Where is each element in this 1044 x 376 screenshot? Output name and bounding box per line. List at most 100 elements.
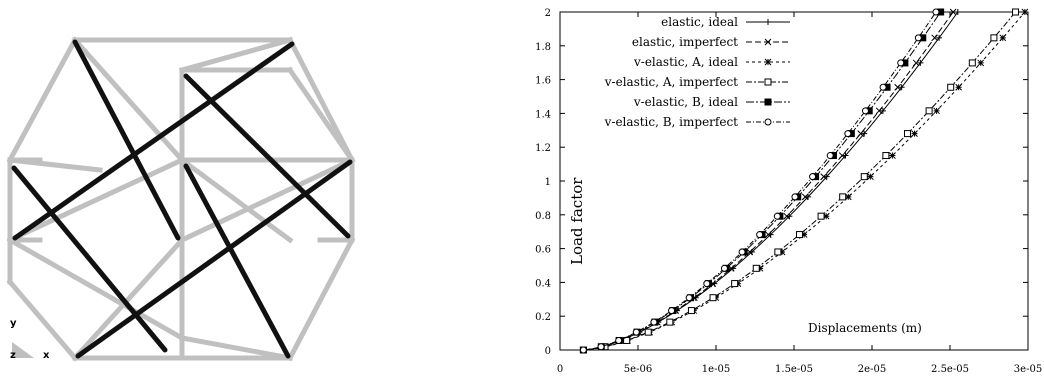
black-member <box>11 165 168 353</box>
y-tick-label: 0.8 <box>535 211 551 222</box>
data-point-marker <box>738 248 746 256</box>
data-point-marker <box>912 59 920 67</box>
y-tick-label: 0 <box>545 346 551 357</box>
data-point-marker <box>668 307 676 315</box>
data-point-marker <box>650 318 658 326</box>
data-point-marker <box>861 107 869 115</box>
black-member <box>183 163 291 359</box>
data-point-marker <box>764 231 772 238</box>
data-point-marker <box>914 34 922 42</box>
data-point-marker <box>839 193 847 201</box>
gray-member <box>178 156 356 244</box>
x-tick-label: 2e-05 <box>858 364 886 375</box>
load-displacement-chart: 0 5e-06 1e-05 1.5e-05 2e-05 2.5e-05 3e-05 0 0.2… <box>535 8 1042 375</box>
gray-member <box>286 236 356 362</box>
gray-member <box>178 36 294 74</box>
data-point-marker <box>1021 8 1029 16</box>
data-point-marker <box>764 98 772 106</box>
data-point-marker <box>947 83 955 91</box>
data-point-marker <box>897 59 905 67</box>
data-point-marker <box>783 212 791 220</box>
x-tick-label: 0 <box>557 364 563 375</box>
data-point-marker <box>968 59 976 67</box>
black-members <box>11 39 353 359</box>
gray-member <box>71 36 186 164</box>
data-point-marker <box>752 264 760 272</box>
data-point-marker <box>844 193 852 201</box>
gray-member <box>6 236 186 342</box>
x-tick-label: 3e-05 <box>1014 364 1042 375</box>
legend-label: v-elastic, A, ideal <box>633 55 738 69</box>
gray-member <box>286 36 356 164</box>
data-point-marker <box>685 294 693 302</box>
y-tick-label: 1.6 <box>535 76 551 87</box>
data-point-marker <box>709 294 717 302</box>
black-member <box>72 39 181 241</box>
y-tick-label: 0.6 <box>535 245 551 256</box>
data-point-marker <box>977 59 985 67</box>
x-axis-title: Displacements (m) <box>808 321 922 335</box>
y-tick-label: 1 <box>545 177 551 188</box>
triad-icon <box>12 342 34 358</box>
y-tick-label: 1.8 <box>535 42 551 53</box>
data-point-marker <box>764 38 772 46</box>
data-point-marker <box>999 34 1007 42</box>
data-point-marker <box>817 212 825 220</box>
gray-member <box>178 156 294 244</box>
y-tick-label: 0.2 <box>535 312 551 323</box>
data-point-marker <box>800 231 808 238</box>
legend-label: v-elastic, B, ideal <box>633 95 738 109</box>
black-member <box>75 159 353 359</box>
data-point-marker <box>756 264 764 272</box>
y-tick-label: 0.4 <box>535 278 551 289</box>
gray-member <box>6 156 186 244</box>
series-circle-open <box>579 8 940 354</box>
data-point-marker <box>889 152 896 159</box>
gray-member <box>7 157 103 173</box>
data-point-marker <box>801 193 809 201</box>
data-point-marker <box>579 346 587 354</box>
data-point-marker <box>795 231 803 239</box>
data-point-marker <box>844 130 852 138</box>
data-point-marker <box>911 130 918 137</box>
data-point-marker <box>925 107 933 115</box>
data-point-marker <box>857 130 865 137</box>
x-tick-label: 1.5e-05 <box>775 364 813 375</box>
legend-label: elastic, ideal <box>661 15 738 29</box>
data-point-marker <box>838 152 846 159</box>
data-point-marker <box>615 336 623 344</box>
data-point-marker <box>879 107 886 114</box>
y-tick-label: 1.2 <box>535 143 551 154</box>
data-point-marker <box>933 107 940 115</box>
data-point-marker <box>773 212 781 220</box>
series-layer <box>579 8 1029 354</box>
plot-frame <box>559 11 1029 351</box>
data-point-marker <box>687 307 695 315</box>
y-tick-label: 1.4 <box>535 109 551 120</box>
data-point-marker <box>867 173 874 181</box>
triad-z-label: z <box>10 350 16 361</box>
triad-y-label: y <box>10 318 17 329</box>
coordinate-triad: y z x <box>10 318 50 361</box>
data-point-marker <box>860 173 868 181</box>
data-point-marker <box>703 280 711 288</box>
data-point-marker <box>764 78 772 86</box>
data-point-marker <box>764 118 772 126</box>
data-point-marker <box>720 264 728 272</box>
data-point-marker <box>632 328 640 336</box>
data-point-marker <box>917 59 924 66</box>
data-point-marker <box>932 8 940 16</box>
data-point-marker <box>597 343 605 351</box>
data-point-marker <box>898 84 905 91</box>
data-point-marker <box>879 83 887 91</box>
data-point-marker <box>791 193 799 201</box>
data-point-marker <box>949 8 957 16</box>
x-tick-label: 1e-05 <box>702 364 730 375</box>
data-point-marker <box>936 34 943 41</box>
gray-member <box>6 36 79 164</box>
data-point-marker <box>731 280 739 288</box>
y-tick-label: 2 <box>545 8 551 19</box>
gray-member <box>71 236 186 362</box>
data-point-marker <box>842 152 849 159</box>
data-point-marker <box>955 83 963 91</box>
